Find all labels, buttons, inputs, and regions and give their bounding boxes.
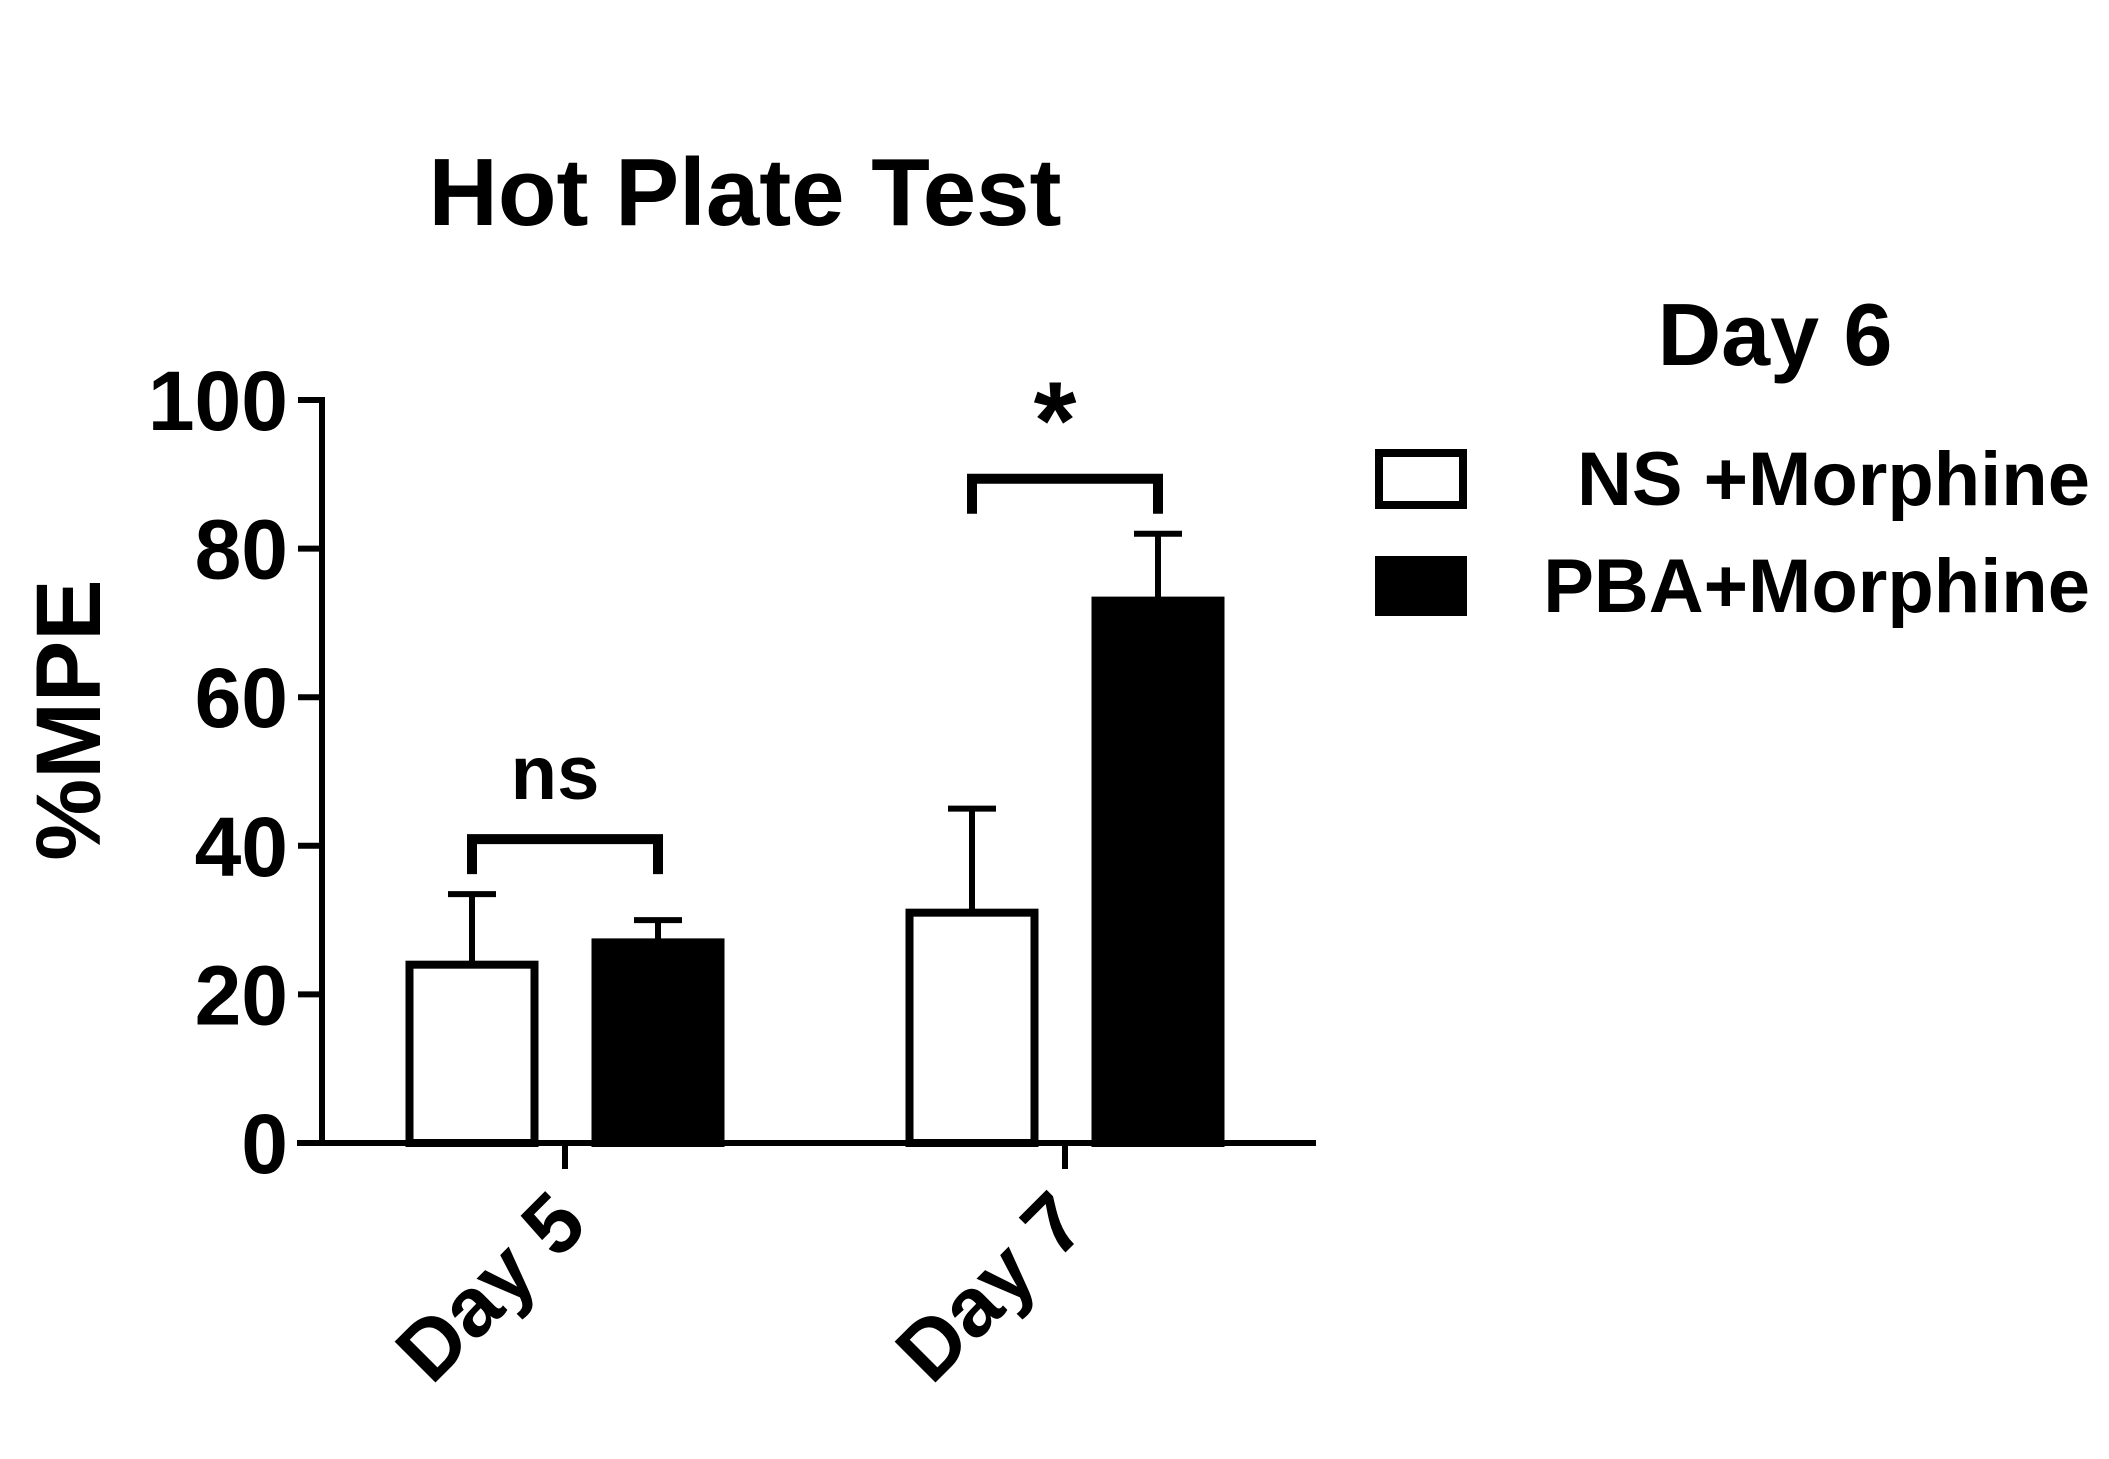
legend: NS +Morphine PBA+Morphine (1375, 437, 2090, 629)
y-tick-label: 0 (241, 1097, 288, 1191)
significance-bracket (467, 834, 663, 875)
bar (1091, 596, 1225, 1147)
legend-swatch (1375, 449, 1467, 509)
significance-label: ns (511, 731, 600, 816)
bars (405, 596, 1225, 1148)
bar (905, 908, 1039, 1147)
y-tick-label: 80 (195, 503, 288, 597)
significance-label: * (1034, 360, 1077, 483)
legend-label: PBA+Morphine (1543, 544, 2090, 629)
legend-label: NS +Morphine (1577, 437, 2090, 522)
legend-swatch (1375, 556, 1467, 616)
legend-title: Day 6 (1658, 285, 1893, 384)
bar (405, 960, 539, 1147)
y-tick-label: 40 (195, 800, 288, 894)
significance-annotations: ns * (467, 360, 1163, 875)
y-tick-label: 100 (148, 354, 288, 448)
y-tick-label: 20 (195, 948, 288, 1042)
y-tick-label: 60 (195, 651, 288, 745)
bar (591, 938, 725, 1148)
x-tick-label: Day 5 (378, 1174, 603, 1399)
x-tick-label: Day 7 (878, 1174, 1103, 1399)
x-axis-ticks: Day 5 Day 7 (378, 1143, 1103, 1399)
chart-title: Hot Plate Test (429, 139, 1062, 246)
significance-bracket (967, 473, 1163, 514)
y-axis-label: %MPE (18, 579, 120, 860)
error-bars (448, 530, 1182, 965)
y-axis-ticks: 0 20 40 60 80 100 (148, 354, 322, 1191)
